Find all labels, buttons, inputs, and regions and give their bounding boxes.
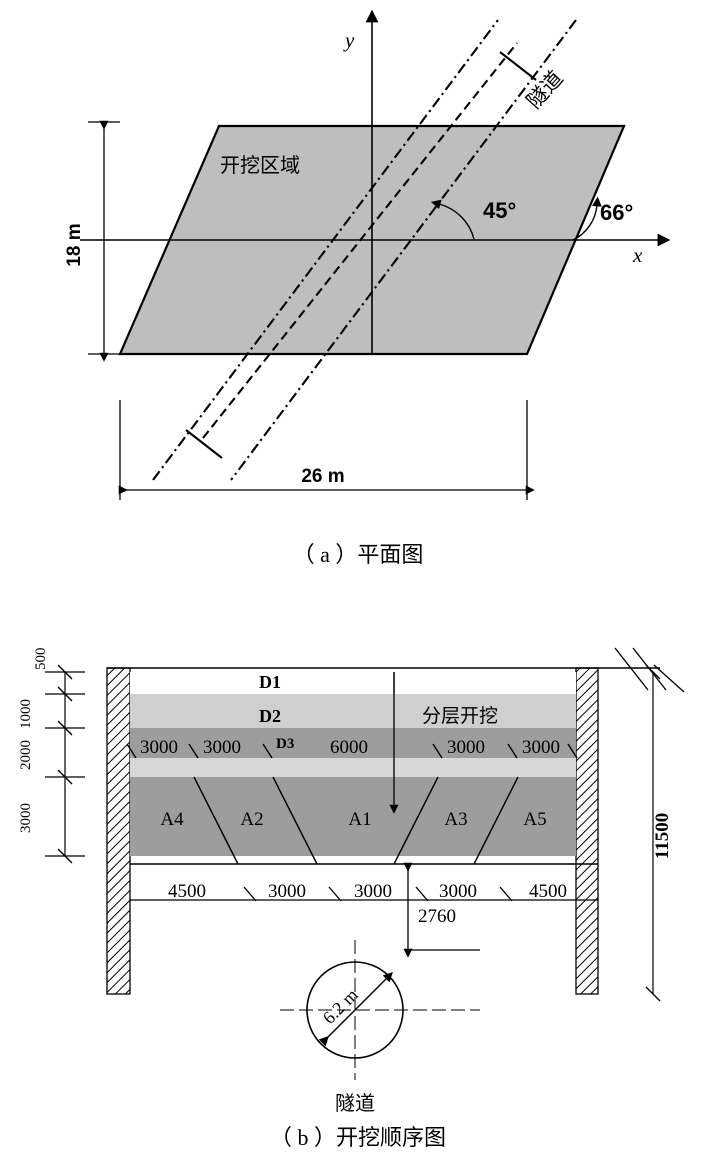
svg-text:4500: 4500	[529, 881, 567, 902]
svg-text:3000: 3000	[140, 737, 178, 758]
svg-text:A3: A3	[444, 809, 467, 830]
svg-text:6000: 6000	[330, 737, 368, 758]
svg-text:3000: 3000	[439, 881, 477, 902]
svg-text:（ a ）平面图: （ a ）平面图	[293, 542, 424, 567]
svg-text:3000: 3000	[447, 737, 485, 758]
svg-text:3000: 3000	[268, 881, 306, 902]
svg-text:D3: D3	[276, 736, 294, 752]
svg-text:D2: D2	[259, 706, 281, 726]
svg-text:y: y	[343, 28, 355, 52]
svg-text:隧道: 隧道	[335, 1092, 375, 1115]
svg-text:A5: A5	[523, 809, 546, 830]
svg-text:x: x	[632, 243, 643, 267]
svg-text:A2: A2	[240, 809, 263, 830]
svg-text:3000: 3000	[522, 737, 560, 758]
svg-text:3000: 3000	[203, 737, 241, 758]
svg-text:3000: 3000	[18, 803, 34, 833]
svg-text:2000: 2000	[18, 740, 34, 770]
svg-text:2760: 2760	[418, 906, 456, 927]
svg-text:45°: 45°	[483, 198, 516, 223]
svg-text:1000: 1000	[18, 699, 34, 729]
svg-text:分层开挖: 分层开挖	[422, 705, 498, 727]
svg-text:开挖区域: 开挖区域	[220, 154, 300, 177]
svg-text:3000: 3000	[354, 881, 392, 902]
svg-text:500: 500	[33, 648, 49, 671]
svg-text:D1: D1	[259, 672, 281, 692]
svg-text:11500: 11500	[652, 813, 673, 859]
svg-text:18 m: 18 m	[64, 223, 85, 266]
svg-text:26 m: 26 m	[301, 466, 344, 487]
svg-text:（ b ）开挖顺序图: （ b ）开挖顺序图	[270, 1125, 446, 1150]
svg-text:A1: A1	[348, 809, 371, 830]
svg-text:A4: A4	[160, 809, 184, 830]
svg-text:4500: 4500	[168, 881, 206, 902]
svg-text:66°: 66°	[600, 200, 633, 225]
